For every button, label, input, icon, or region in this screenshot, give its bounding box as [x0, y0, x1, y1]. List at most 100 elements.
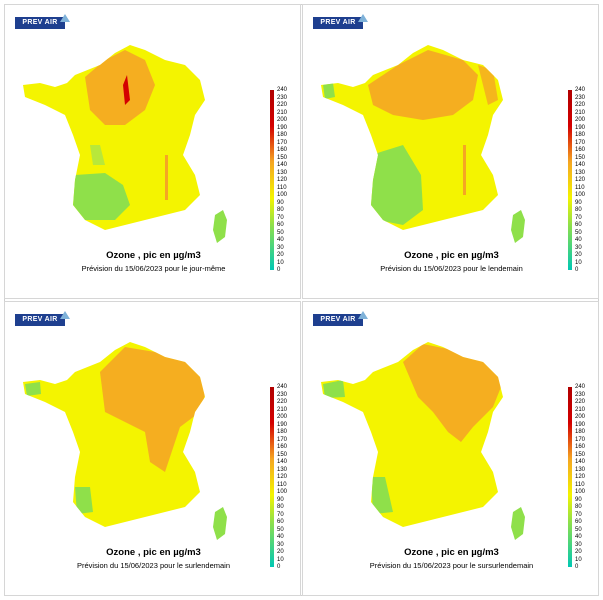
legend-tick-label: 230 — [575, 94, 586, 101]
legend-tick-label: 0 — [277, 564, 281, 570]
concentration-legend: 240 230 220 210 200 190 180 170 160 150 140 130 120 1… — [565, 384, 599, 574]
legend-tick-label: 170 — [575, 139, 586, 146]
legend-tick-label: 190 — [575, 421, 586, 428]
legend-tick-label: 50 — [277, 229, 284, 236]
legend-tick-label: 90 — [277, 199, 284, 206]
corsica-island — [213, 210, 227, 243]
prevair-logo: PREV AIR — [15, 14, 70, 29]
legend-tick-label: 170 — [277, 436, 288, 443]
legend-tick-label: 190 — [277, 421, 288, 428]
france-ozone-map — [23, 45, 227, 243]
legend-tick-label: 110 — [575, 481, 585, 488]
legend-tick-label: 20 — [575, 252, 582, 258]
legend-tick-label: 90 — [575, 496, 582, 503]
legend-tick-label: 60 — [575, 222, 582, 228]
legend-tick-label: 20 — [277, 252, 284, 258]
legend-tick-label: 150 — [277, 154, 288, 161]
legend-tick-label: 180 — [575, 429, 586, 435]
legend-tick-label: 150 — [277, 451, 288, 458]
legend-tick-label: 60 — [277, 519, 284, 525]
legend-tick-label: 10 — [277, 259, 284, 266]
legend-tick-label: 220 — [575, 399, 586, 405]
legend-tick-label: 150 — [575, 451, 586, 458]
legend-tick-label: 130 — [277, 169, 288, 176]
legend-tick-label: 80 — [277, 504, 284, 510]
legend-tick-label: 80 — [575, 207, 582, 213]
legend-tick-label: 10 — [277, 556, 284, 563]
concentration-legend: 240 230 220 210 200 190 180 170 160 150 140 130 120 1… — [267, 384, 301, 574]
legend-tick-label: 30 — [277, 244, 284, 251]
legend-color-bar — [270, 90, 274, 270]
prevair-logo: PREV AIR — [313, 311, 368, 326]
legend-tick-label: 190 — [575, 124, 586, 131]
legend-tick-label: 70 — [277, 214, 284, 221]
corsica-island — [213, 507, 227, 540]
legend-tick-label: 120 — [277, 474, 288, 480]
prevair-logo: PREV AIR — [313, 14, 368, 29]
legend-tick-label: 60 — [575, 519, 582, 525]
concentration-legend: 240 230 220 210 200 190 180 170 160 150 140 130 120 1… — [267, 87, 301, 277]
forecast-panel: PREV AIR 240 230 220 210 200 190 180 170 160 150 14… — [302, 301, 599, 596]
legend-tick-label: 50 — [277, 526, 284, 533]
legend-tick-label: 40 — [277, 534, 284, 540]
corsica-island — [511, 507, 525, 540]
legend-tick-label: 20 — [575, 549, 582, 555]
legend-tick-label: 210 — [277, 406, 288, 413]
forecast-panel: PREV AIR 240 230 220 210 20 0 190 180 170 160 150 14… — [4, 301, 301, 596]
legend-tick-label: 110 — [277, 481, 287, 488]
legend-tick-label: 130 — [575, 466, 586, 473]
legend-tick-label: 90 — [575, 199, 582, 206]
legend-tick-label: 130 — [575, 169, 586, 176]
map-title: Ozone , pic en µg/m3 — [106, 547, 201, 558]
legend-tick-label: 0 — [575, 267, 579, 273]
legend-tick-label: 50 — [575, 526, 582, 533]
legend-tick-label: 30 — [277, 541, 284, 548]
legend-tick-label: 240 — [575, 87, 586, 93]
legend-color-bar — [270, 387, 274, 567]
prevair-logo: PREV AIR — [15, 311, 70, 326]
legend-tick-label: 100 — [575, 192, 586, 198]
legend-tick-label: 220 — [277, 102, 288, 108]
legend-tick-label: 130 — [277, 466, 288, 473]
legend-tick-label: 90 — [277, 496, 284, 503]
legend-tick-label: 140 — [575, 162, 586, 168]
legend-tick-label: 70 — [575, 214, 582, 221]
legend-tick-label: 200 — [575, 414, 586, 420]
legend-tick-label: 200 — [575, 117, 586, 123]
map-subtitle: Prévision du 15/06/2023 pour le lendemai… — [380, 264, 523, 273]
legend-tick-label: 180 — [575, 132, 586, 138]
legend-tick-label: 100 — [277, 192, 288, 198]
legend-tick-label: 180 — [277, 132, 288, 138]
concentration-legend: 240 230 220 210 200 190 180 170 160 150 140 130 120 1… — [565, 87, 599, 277]
legend-tick-label: 10 — [575, 259, 582, 266]
legend-tick-label: 160 — [575, 444, 586, 450]
map-subtitle: Prévision du 15/06/2023 pour le surlende… — [76, 561, 231, 570]
legend-tick-label: 210 — [575, 406, 586, 413]
legend-tick-label: 230 — [575, 391, 586, 398]
legend-tick-label: 20 — [277, 549, 284, 555]
legend-tick-label: 30 — [575, 244, 582, 251]
map-subtitle: Prévision du 15/06/2023 pour le jour-mêm… — [81, 264, 226, 273]
legend-tick-label: 140 — [277, 162, 288, 168]
legend-tick-label: 70 — [277, 511, 284, 518]
legend-tick-label: 180 — [277, 429, 288, 435]
map-title: Ozone , pic en µg/m3 — [404, 250, 499, 261]
legend-tick-label: 150 — [575, 154, 586, 161]
legend-tick-label: 230 — [277, 391, 288, 398]
legend-tick-label: 140 — [277, 459, 288, 465]
legend-tick-label: 210 — [575, 109, 586, 116]
forecast-panel: PREV AIR 240 230 220 210 200 190 180 170 160 150 14… — [4, 4, 301, 299]
legend-tick-label: 240 — [277, 384, 288, 390]
legend-tick-label: 160 — [277, 444, 288, 450]
legend-tick-label: 100 — [575, 489, 586, 495]
legend-tick-label: 160 — [277, 147, 288, 153]
legend-tick-label: 50 — [575, 229, 582, 236]
legend-tick-label: 220 — [277, 399, 288, 405]
legend-tick-label: 240 — [575, 384, 586, 390]
legend-tick-label: 40 — [575, 534, 582, 540]
legend-tick-label: 0 — [575, 564, 579, 570]
legend-tick-label: 160 — [575, 147, 586, 153]
legend-tick-label: 240 — [277, 87, 288, 93]
legend-tick-label: 0 — [277, 267, 281, 273]
legend-tick-label: 70 — [575, 511, 582, 518]
